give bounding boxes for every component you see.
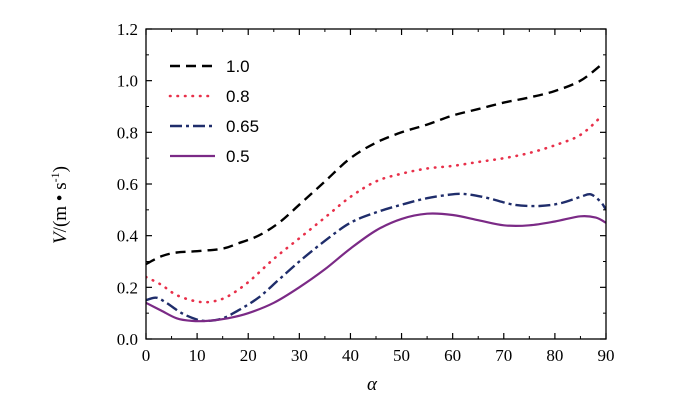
legend-label: 0.65 bbox=[226, 117, 259, 136]
axes-layer: 0 10 20 30 40 50 60 70 80 90 0.0 0.2 0.4 0.6 0.8 1.0 1.2 bbox=[117, 20, 615, 365]
legend: 1.0 0.8 0.65 0.5 bbox=[168, 57, 259, 166]
y-tick-label: 0.0 bbox=[117, 330, 138, 349]
series-line-0.65 bbox=[146, 192, 606, 323]
y-axis-label: V/(m • s-1) bbox=[48, 166, 71, 244]
y-tick-label: 0.4 bbox=[117, 227, 139, 246]
series-line-1.0 bbox=[146, 64, 602, 266]
x-tick-label: 50 bbox=[393, 346, 410, 365]
y-tick-label: 0.6 bbox=[117, 175, 138, 194]
legend-label: 1.0 bbox=[226, 57, 250, 76]
series-line-0.8 bbox=[146, 115, 603, 304]
x-tick-label: 0 bbox=[142, 346, 151, 365]
legend-label: 0.5 bbox=[226, 147, 250, 166]
y-tick-label: 0.8 bbox=[117, 123, 138, 142]
x-tick-label: 30 bbox=[291, 346, 308, 365]
series-line-0.5 bbox=[146, 212, 606, 323]
y-tick-label: 1.2 bbox=[117, 20, 138, 39]
legend-label: 0.8 bbox=[226, 87, 250, 106]
x-axis-label: α bbox=[367, 374, 378, 395]
series-layer bbox=[146, 64, 606, 323]
x-tick-label: 60 bbox=[444, 346, 461, 365]
x-tick-label: 70 bbox=[495, 346, 512, 365]
x-tick-label: 10 bbox=[189, 346, 206, 365]
x-tick-label: 40 bbox=[342, 346, 359, 365]
y-tick-label: 0.2 bbox=[117, 278, 138, 297]
plot-frame bbox=[145, 28, 607, 340]
y-tick-label: 1.0 bbox=[117, 72, 138, 91]
x-tick-label: 20 bbox=[240, 346, 257, 365]
x-tick-label: 80 bbox=[546, 346, 563, 365]
x-tick-label: 90 bbox=[598, 346, 615, 365]
